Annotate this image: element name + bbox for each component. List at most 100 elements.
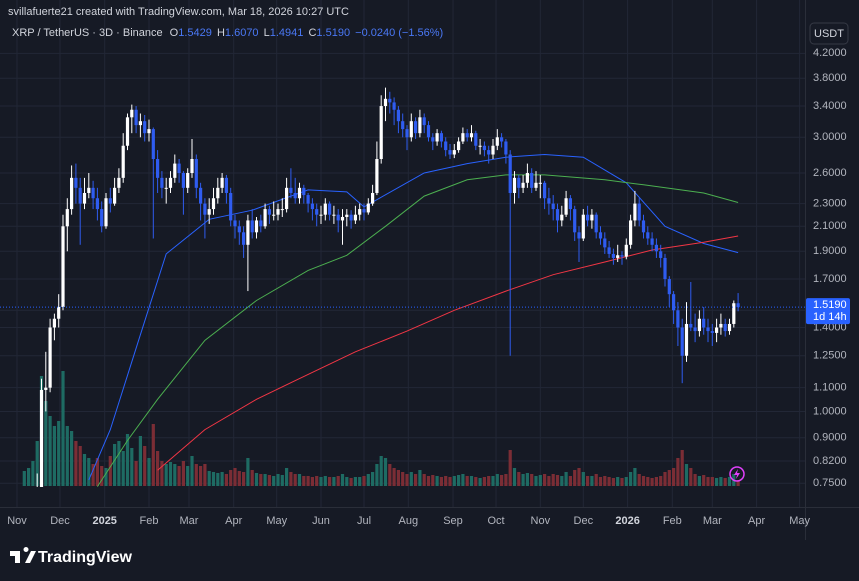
candle-body [607,247,611,254]
volume-bar [401,472,405,486]
candle-body [138,121,142,126]
volume-bar [439,477,443,486]
y-tick-label: 2.3000 [813,198,847,210]
volume-bar [130,448,134,486]
candle-body [199,187,203,204]
candle-body [65,209,69,227]
volume-bar [151,424,155,486]
volume-bar [272,476,276,486]
candle-body [396,109,400,122]
volume-bar [478,478,482,486]
candle-body [349,214,353,221]
candle-body [113,187,117,204]
volume-bar [534,476,538,486]
candle-body [57,306,61,319]
volume-bar [220,472,224,486]
candle-body [160,177,164,188]
candle-body [358,209,362,215]
moving-average [88,153,739,481]
candle-body [547,198,551,204]
candle-body [577,232,581,239]
candle-body [121,145,125,178]
candle-body [134,109,138,126]
candle-body [504,141,508,155]
volume-bar [190,456,194,486]
volume-bar [684,464,689,486]
candle-body [719,323,723,328]
candle-body [190,159,194,174]
y-tick-label: 2.6000 [813,167,847,179]
candle-body [521,182,525,188]
x-tick-label: Dec [574,515,594,527]
volume-bar [564,472,568,486]
candle-body [715,327,719,333]
candle-body [452,150,456,155]
volume-bar [65,426,69,486]
x-tick-label: Aug [399,515,419,527]
volume-bar [706,477,710,486]
candle-body [74,177,78,188]
volume-bar [414,474,418,486]
volume-bar [156,451,160,486]
candle-body [78,187,82,204]
candle-body [693,327,697,332]
x-tick-label: Feb [140,515,159,527]
candle-body [44,387,48,390]
candle-body [353,214,357,221]
volume-bar [500,475,504,486]
currency-button[interactable] [809,22,849,45]
y-tick-label: 0.7500 [813,477,847,489]
y-tick-label: 2.1000 [813,220,847,232]
volume-bar [594,474,598,486]
volume-bar [581,472,585,486]
volume-bar [702,475,706,486]
candle-body [194,159,198,188]
volume-bar [375,464,379,486]
candle-body [203,203,207,215]
candle-body [233,220,237,227]
volume-bar [237,471,241,486]
candle-body [603,238,607,248]
countdown-label: 1d 14h [813,311,847,323]
candle-body [242,232,246,245]
volume-bar [285,468,289,486]
candle-body [598,232,603,239]
volume-bar [57,421,61,486]
candle-body [474,133,478,146]
volume-bar [431,475,435,486]
volume-bar [323,476,327,486]
volume-bar [263,474,267,486]
volume-bar [134,461,138,486]
candle-body [224,177,228,193]
y-tick-label: 0.8200 [813,455,847,467]
candle-body [207,209,211,215]
symbol: XRP / TetherUS · 3D · Binance [12,27,163,39]
volume-bar [723,478,727,486]
volume-bar [211,472,216,486]
candle-body [61,226,65,307]
volume-bar [530,474,534,486]
candle-body [340,216,345,221]
candle-body [465,133,469,138]
currency-label[interactable]: USDT [814,28,844,40]
y-tick-label: 1.1000 [813,382,847,394]
candle-body [147,129,151,134]
candle-body [478,145,482,147]
volume-bar [276,474,280,486]
y-tick-label: 3.4000 [813,100,847,112]
candle-body [611,253,615,258]
candle-body [620,255,624,257]
candle-body [667,279,671,295]
alert-icon[interactable] [729,466,745,482]
y-tick-label: 1.4000 [813,321,847,333]
candle-body [457,141,461,151]
volume-bar [680,450,684,486]
volume-bar [452,476,456,486]
candle-body [543,182,547,199]
candle-body [517,177,521,188]
candle-body [689,323,693,328]
y-tick-label: 4.2000 [813,47,847,59]
volume-bar [641,476,646,486]
candle-body [95,198,99,210]
candle-body [332,214,336,216]
